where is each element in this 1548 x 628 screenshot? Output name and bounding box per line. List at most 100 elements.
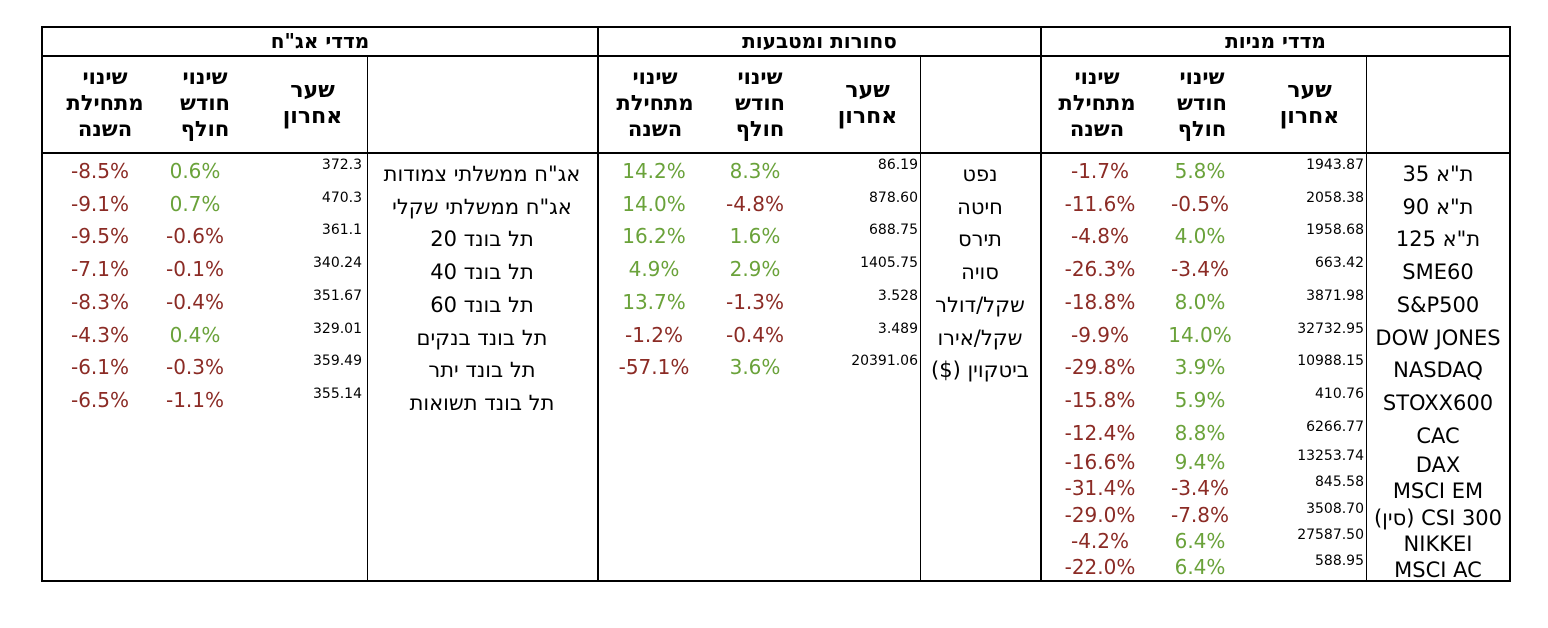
ytd-change-cell: 13.7% (622, 289, 686, 314)
header-last-price: שער אחרון (282, 78, 343, 129)
ytd-change-cell: 4.9% (628, 257, 680, 282)
index-name-cell: אג"ח ממשלתי צמודות (383, 162, 581, 186)
month-change-cell: 6.4% (1174, 555, 1226, 579)
last-price-cell: 1943.87 (1306, 157, 1364, 173)
month-change-cell: 8.8% (1174, 420, 1226, 445)
ytd-change-cell: -29.0% (1064, 503, 1136, 527)
ytd-change-cell: -18.8% (1064, 289, 1136, 314)
ytd-change-cell: -6.5% (70, 387, 130, 412)
table-row: -4.2% 6.4% 27587.50 NIKKEI (0, 527, 1510, 556)
index-name-cell: תל בונד יתר (428, 358, 536, 383)
header-ytd: שינוי מתחילת השנה (66, 65, 144, 141)
index-name-cell: S&P500 (1396, 292, 1480, 317)
index-name-cell: NIKKEI (1403, 532, 1473, 556)
month-change-cell: -4.8% (725, 191, 785, 216)
table-row: -16.6% 9.4% 13253.74 DAX (0, 447, 1510, 477)
last-price-cell: 10988.15 (1297, 353, 1364, 370)
table-row: -18.8% 8.0% 3871.98 S&P500 (0, 289, 1510, 317)
last-price-cell: 361.1 (321, 222, 362, 239)
table-row: -7.1% -0.1% 340.24 תל בונד 40 (0, 255, 600, 285)
last-price-cell: 2058.38 (1306, 189, 1364, 206)
last-price-cell: 20391.06 (851, 353, 918, 370)
header-month: שינוי חודש חולף (735, 65, 785, 141)
ytd-change-cell: 14.0% (622, 191, 686, 216)
index-name-cell: ת"א 35 (1402, 162, 1474, 186)
ytd-change-cell: -31.4% (1064, 476, 1136, 500)
last-price-cell: 355.14 (313, 385, 362, 402)
ytd-change-cell: -4.2% (1070, 529, 1130, 553)
last-price-cell: 340.24 (313, 255, 362, 272)
section-title-divider (41, 55, 1511, 57)
month-change-cell: 4.0% (1174, 224, 1226, 249)
section-divider (597, 26, 599, 582)
header-last-price: שער אחרון (1279, 78, 1340, 129)
month-change-cell: 3.6% (729, 355, 781, 380)
ytd-change-cell: -22.0% (1064, 555, 1136, 579)
ytd-change-cell: -16.6% (1064, 449, 1136, 474)
bonds-rows: -8.5% 0.6% 372.3 אג"ח ממשלתי צמודות -9.1% 0.7… (0, 158, 600, 578)
ytd-change-cell: -1.2% (624, 322, 684, 347)
index-name-cell: DOW JONES (1375, 325, 1501, 350)
last-price-cell: 663.42 (1315, 255, 1364, 272)
month-change-cell: -3.4% (1170, 257, 1230, 282)
table-row: -26.3% -3.4% 663.42 SME60 (0, 255, 1510, 285)
table-row: -9.1% 0.7% 470.3 אג"ח ממשלתי שקלי (0, 191, 600, 219)
header-month: שינוי חודש חולף (1177, 65, 1227, 141)
month-change-cell: 6.4% (1174, 529, 1226, 553)
index-name-cell: CAC (1416, 423, 1460, 448)
index-name-cell: תל בונד 60 (430, 292, 534, 317)
index-name-cell: ביטקוין ($) (931, 358, 1029, 383)
last-price-cell: 329.01 (313, 320, 362, 337)
index-name-cell: תל בונד 40 (430, 260, 534, 285)
month-change-cell: 2.9% (729, 257, 781, 282)
table-row: -4.8% 4.0% 1958.68 ת"א 125 (0, 223, 1510, 252)
header-ytd: שינוי מתחילת השנה (1058, 65, 1136, 141)
column-divider (920, 56, 921, 582)
index-name-cell: ת"א 90 (1402, 194, 1474, 219)
table-row: -8.3% -0.4% 351.67 תל בונד 60 (0, 287, 600, 317)
month-change-cell: 8.3% (729, 159, 781, 183)
section-title-commodities: סחורות ומטבעות (742, 29, 897, 53)
column-divider (367, 56, 368, 582)
ytd-change-cell: -4.3% (70, 322, 130, 347)
last-price-cell: 3.528 (877, 287, 918, 304)
index-name-cell: תל בונד בנקים (416, 325, 548, 350)
index-name-cell: SME60 (1402, 260, 1474, 285)
index-name-cell: STOXX600 (1382, 390, 1494, 415)
index-name-cell: MSCI AC (1394, 558, 1482, 582)
index-name-cell: DAX (1415, 452, 1461, 477)
table-row: -22.0% 6.4% 588.95 MSCI AC (0, 553, 1510, 582)
last-price-cell: 1405.75 (860, 255, 918, 272)
table-row: -29.0% -7.8% 3508.70 CSI 300 (סין) (0, 502, 1510, 530)
last-price-cell: 13253.74 (1297, 447, 1364, 464)
month-change-cell: 9.4% (1174, 449, 1226, 474)
month-change-cell: -3.4% (1170, 476, 1230, 500)
last-price-cell: 351.67 (313, 287, 362, 304)
last-price-cell: 359.49 (313, 353, 362, 370)
ytd-change-cell: -7.1% (70, 257, 130, 282)
month-change-cell: -0.3% (165, 355, 225, 380)
last-price-cell: 27587.50 (1297, 527, 1364, 543)
month-change-cell: 5.9% (1174, 387, 1226, 412)
table-row: -1.7% 5.8% 1943.87 ת"א 35 (0, 157, 1510, 186)
table-row: -1.2% -0.4% 3.489 שקל/אירו (0, 320, 1040, 350)
table-row: 4.9% 2.9% 1405.75 סויה (0, 255, 1040, 284)
table-row: -4.3% 0.4% 329.01 תל בונד בנקים (0, 320, 600, 350)
month-change-cell: 5.8% (1174, 159, 1226, 183)
last-price-cell: 588.95 (1315, 553, 1364, 569)
month-change-cell: -0.6% (165, 224, 225, 249)
index-name-cell: ת"א 125 (1395, 227, 1481, 252)
last-price-cell: 3.489 (877, 320, 918, 337)
table-row: -31.4% -3.4% 845.58 MSCI EM (0, 475, 1510, 503)
ytd-change-cell: -6.1% (70, 355, 130, 380)
last-price-cell: 86.19 (877, 157, 918, 173)
table-row: 14.2% 8.3% 86.19 נפט (0, 157, 1040, 186)
ytd-change-cell: -29.8% (1064, 355, 1136, 380)
month-change-cell: -0.5% (1170, 191, 1230, 216)
index-name-cell: חיטה (957, 194, 1003, 219)
table-row: -9.9% 14.0% 32732.95 DOW JONES (0, 322, 1510, 350)
month-change-cell: 0.6% (169, 159, 221, 183)
ytd-change-cell: -12.4% (1064, 420, 1136, 445)
last-price-cell: 6266.77 (1306, 418, 1364, 435)
index-name-cell: CSI 300 (סין) (1373, 506, 1503, 530)
